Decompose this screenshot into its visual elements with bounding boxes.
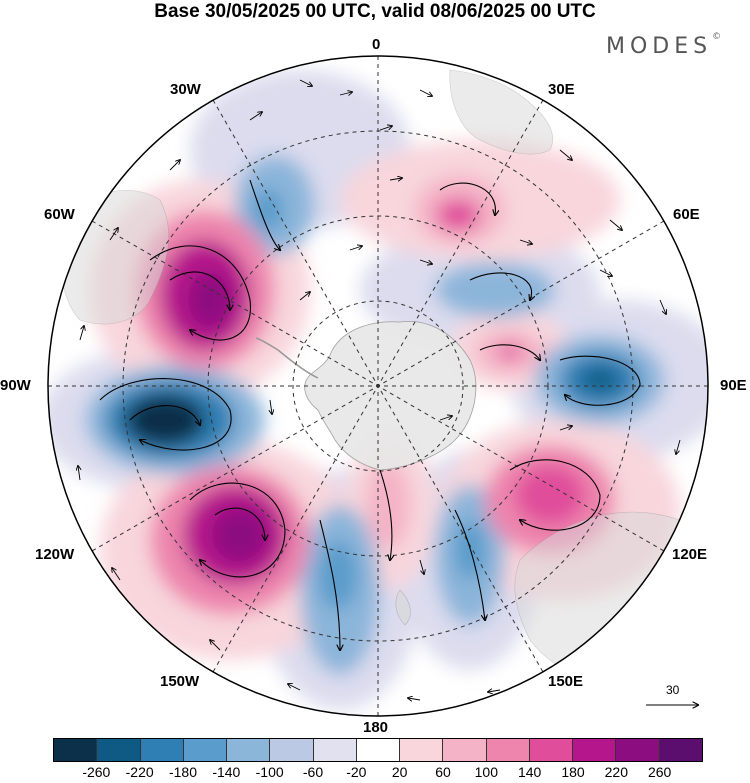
colorbar-tick-label: -220	[125, 764, 154, 780]
colorbar-tick-label: -100	[255, 764, 284, 780]
colorbar-segment	[659, 739, 702, 761]
colorbar-tick-label: 180	[561, 764, 585, 780]
colorbar-segment	[356, 739, 401, 761]
colorbar-tick-label: 60	[435, 764, 451, 780]
lon-label-150w: 150W	[160, 673, 200, 690]
colorbar	[53, 738, 703, 762]
lon-label-0: 0	[372, 36, 381, 53]
colorbar-segment	[227, 739, 271, 761]
africa-landmass	[449, 69, 553, 155]
new-zealand-landmass	[395, 589, 411, 626]
colorbar-ticks: -260 -220 -180 -140 -100 -60 -20 20 60 100 140 180 2…	[0, 764, 750, 782]
chart-title: Base 30/05/2025 00 UTC, valid 08/06/2025…	[154, 1, 596, 22]
lon-label-60e: 60E	[673, 206, 700, 223]
antarctic-peninsula	[255, 337, 319, 379]
lon-label-90w: 90W	[0, 377, 31, 394]
lon-label-30e: 30E	[548, 81, 575, 98]
lon-label-120e: 120E	[672, 546, 708, 563]
lon-label-90e: 90E	[720, 377, 747, 394]
modes-logo: MODES©	[606, 32, 722, 59]
wind-streamlines	[99, 179, 641, 650]
colorbar-tick-label: -180	[168, 764, 198, 780]
colorbar-segment	[313, 739, 357, 761]
lon-label-180: 180	[363, 719, 389, 736]
map-disk	[48, 56, 708, 716]
colorbar-segment	[529, 739, 574, 761]
colorbar-tick-label: 140	[517, 764, 542, 780]
colorbar-tick-label: -20	[346, 764, 367, 780]
colorbar-tick-label: 100	[474, 764, 499, 780]
lon-label-60w: 60W	[44, 206, 75, 223]
colorbar-segment	[97, 739, 141, 761]
map-boundary	[47, 55, 709, 717]
colorbar-tick-label: -60	[302, 764, 324, 780]
colorbar-segment	[140, 739, 184, 761]
colorbar-segment	[270, 739, 314, 761]
logo-mark: ©	[712, 32, 722, 42]
colorbar-segment	[54, 739, 98, 761]
colorbar-segment	[400, 739, 444, 761]
wind-vectors	[78, 79, 681, 700]
lon-label-30w: 30W	[170, 81, 201, 98]
colorbar-segment	[183, 739, 228, 761]
colorbar-segment	[616, 739, 660, 761]
colorbar-tick-label: -140	[212, 764, 241, 780]
colorbar-tick-label: -260	[82, 764, 111, 780]
colorbar-tick-label: 260	[647, 764, 672, 780]
colorbar-tick-label: 220	[604, 764, 629, 780]
reference-vector-label: 30	[666, 683, 680, 697]
logo-text: MODES	[606, 34, 713, 59]
colorbar-segment	[443, 739, 487, 761]
colorbar-segment	[573, 739, 617, 761]
colorbar-segment	[486, 739, 530, 761]
colorbar-tick-label: 20	[391, 764, 408, 780]
lon-label-120w: 120W	[35, 546, 75, 563]
lon-label-150e: 150E	[548, 673, 584, 690]
